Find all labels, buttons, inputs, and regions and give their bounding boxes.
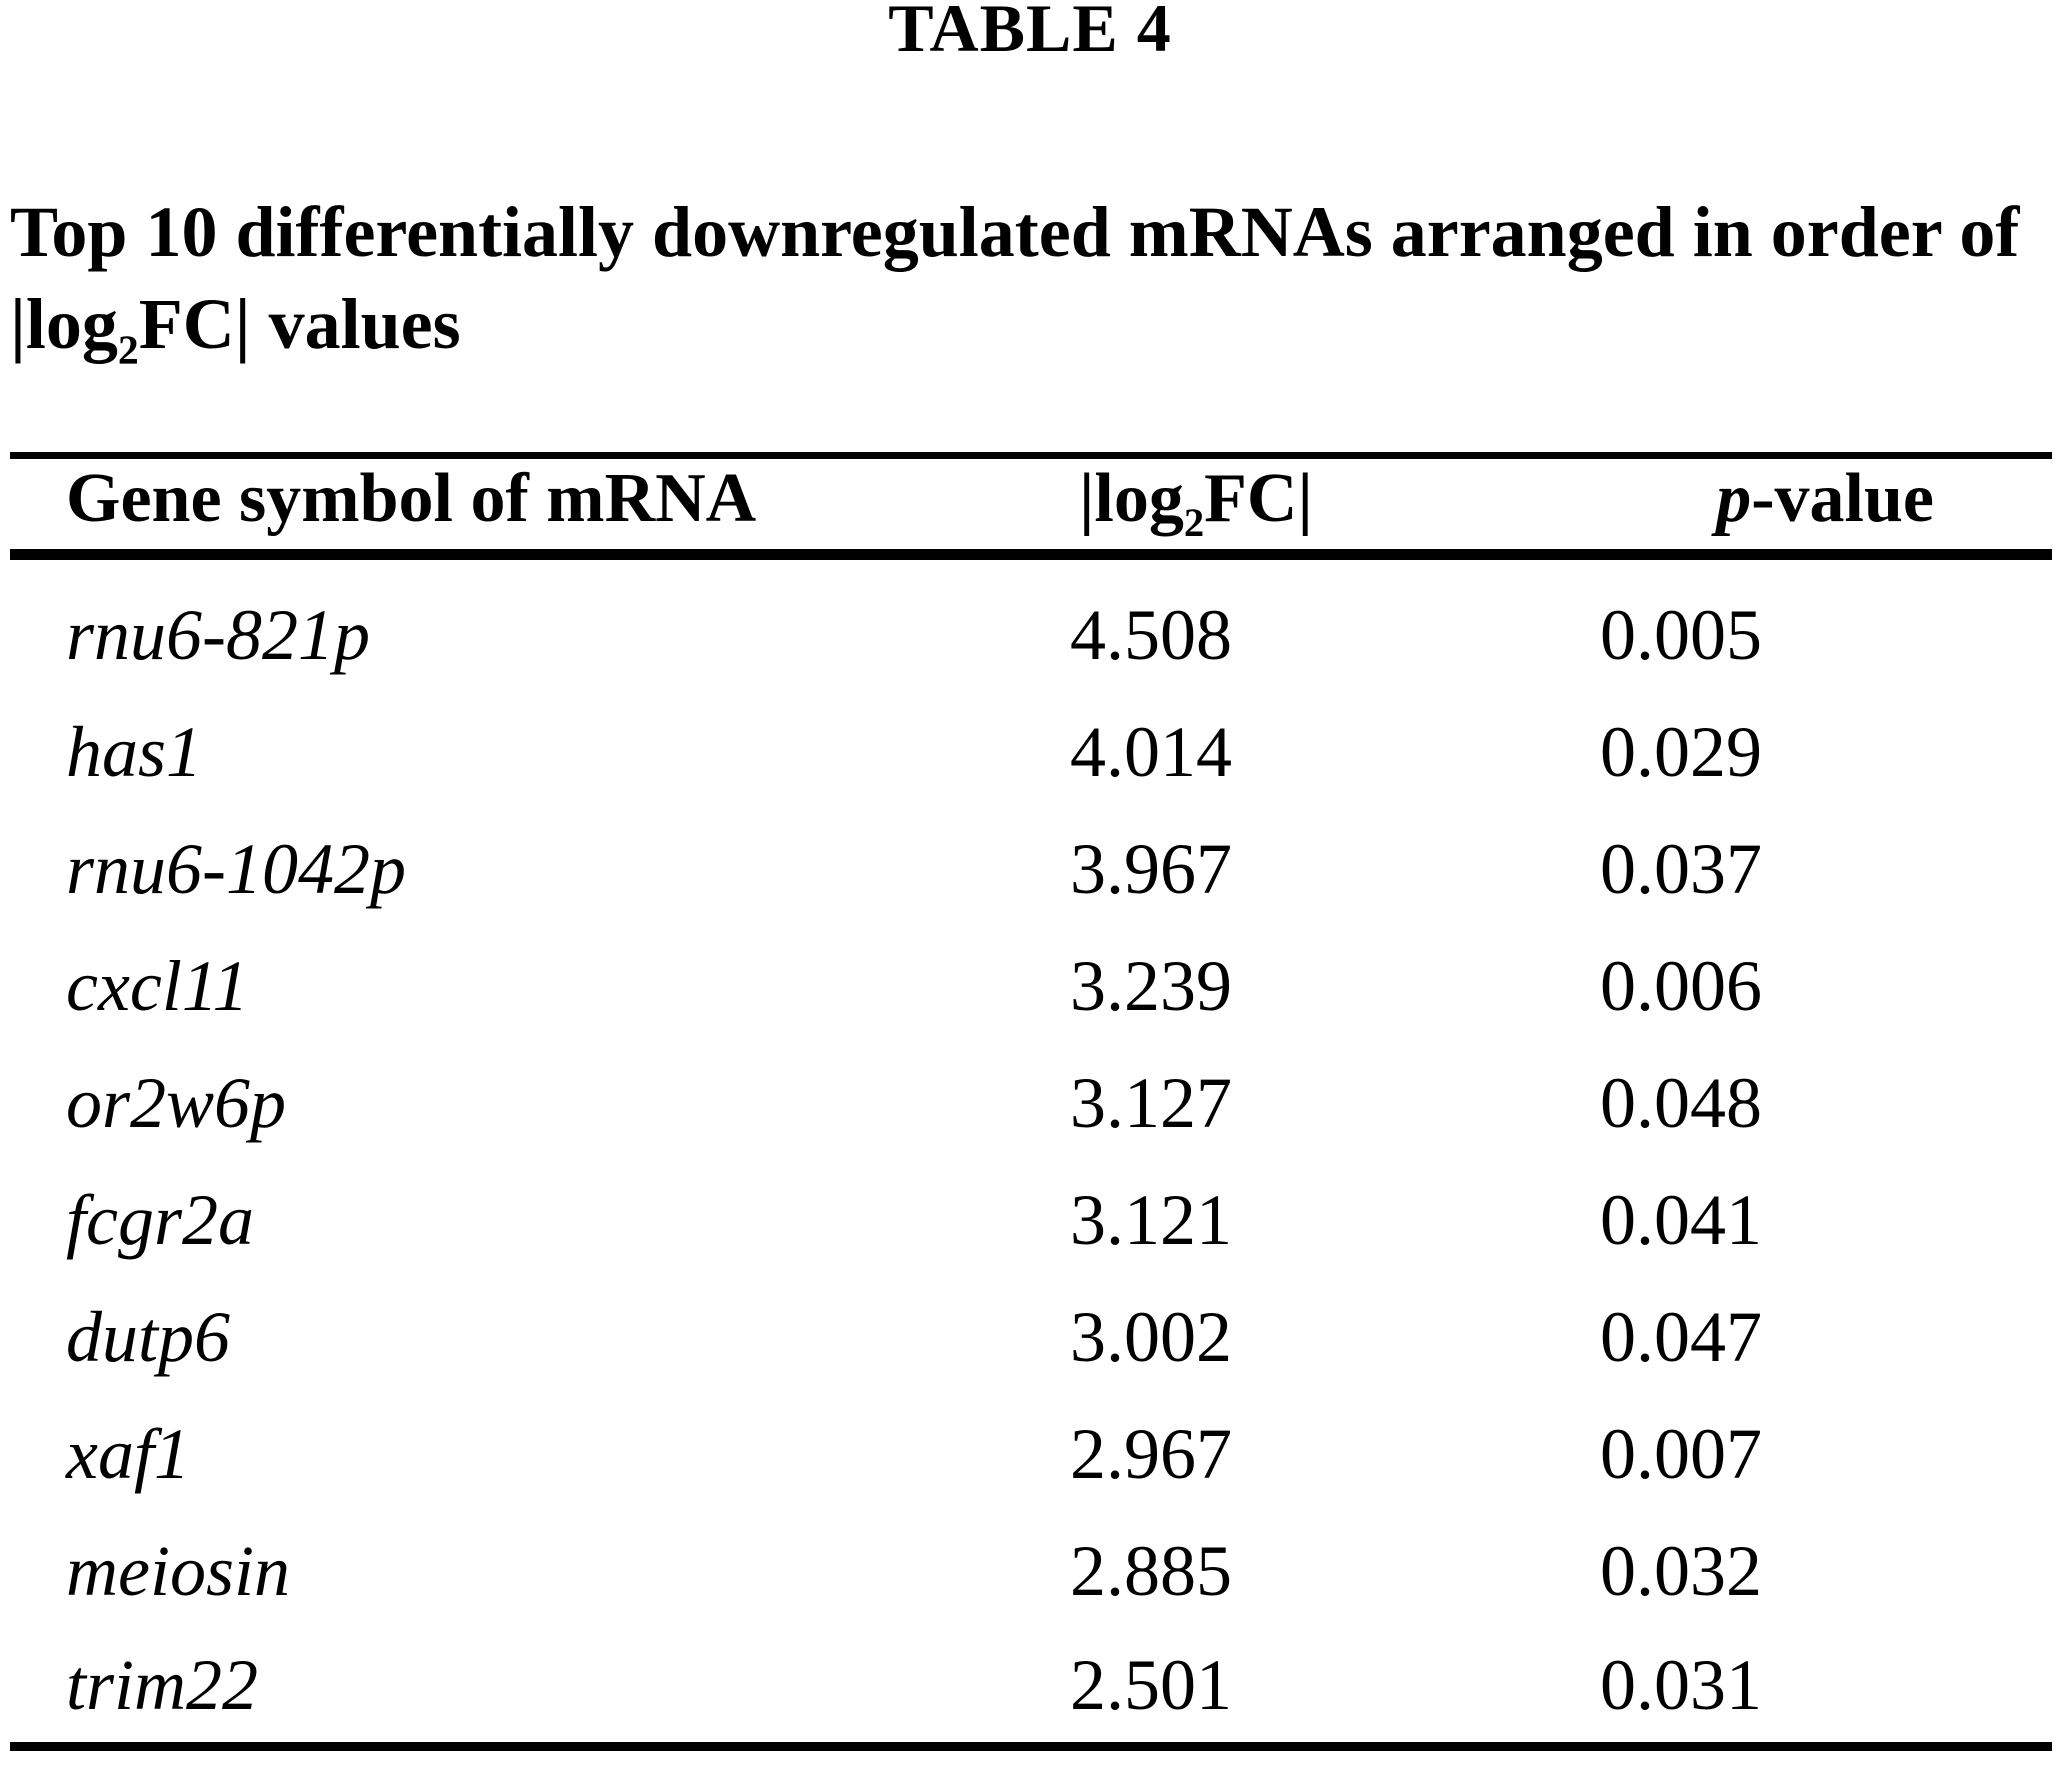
log2fc-cell: 4.014 — [1070, 711, 1232, 792]
table-row: or2w6p 3.127 0.048 — [10, 1045, 2052, 1162]
table-row: xaf1 2.967 0.007 — [10, 1396, 2052, 1513]
pvalue-cell: 0.037 — [1600, 828, 1762, 909]
log2fc-prefix: |log — [1079, 460, 1184, 537]
table-body: rnu6-821p 4.508 0.005 has1 4.014 0.029 r… — [10, 555, 2052, 1747]
log2fc-cell: 3.239 — [1070, 945, 1232, 1026]
gene-symbol-cell: has1 — [66, 711, 203, 792]
table-row: has1 4.014 0.029 — [10, 694, 2052, 811]
caption-line2-suffix: FC| values — [138, 284, 461, 364]
table-row: rnu6-1042p 3.967 0.037 — [10, 811, 2052, 928]
table-header: Gene symbol of mRNA |log2FC| p-value — [10, 455, 2052, 560]
gene-symbol-cell: cxcl11 — [66, 945, 249, 1026]
table-row: fcgr2a 3.121 0.041 — [10, 1162, 2052, 1279]
column-header-pvalue: p-value — [1600, 455, 2052, 560]
table-row: dutp6 3.002 0.047 — [10, 1279, 2052, 1396]
table-caption: Top 10 differentially downregulated mRNA… — [10, 186, 2050, 374]
pvalue-p-italic: p — [1716, 460, 1752, 537]
column-header-gene-symbol: Gene symbol of mRNA — [10, 455, 1070, 560]
gene-symbol-cell: fcgr2a — [66, 1179, 254, 1260]
log2fc-cell: 2.967 — [1070, 1413, 1232, 1494]
log2fc-cell: 4.508 — [1070, 594, 1232, 675]
gene-symbol-cell: dutp6 — [66, 1296, 231, 1377]
pvalue-cell: 0.005 — [1600, 594, 1762, 675]
log2fc-cell: 3.121 — [1070, 1179, 1232, 1260]
pvalue-rest: -value — [1751, 460, 1934, 537]
gene-symbol-cell: or2w6p — [66, 1062, 287, 1143]
column-header-log2fc: |log2FC| — [1070, 455, 1600, 560]
log2fc-subscript: 2 — [1183, 500, 1205, 545]
log2fc-cell: 3.002 — [1070, 1296, 1232, 1377]
pvalue-cell: 0.041 — [1600, 1179, 1762, 1260]
spacer-row — [10, 555, 2052, 577]
pvalue-cell: 0.048 — [1600, 1062, 1762, 1143]
pvalue-cell: 0.032 — [1600, 1530, 1762, 1611]
pvalue-cell: 0.031 — [1600, 1645, 1762, 1726]
caption-log2fc-prefix: |log — [10, 284, 118, 364]
table-label: TABLE 4 — [888, 0, 1172, 66]
caption-line1: Top 10 differentially downregulated mRNA… — [10, 192, 2020, 272]
log2fc-cell: 2.885 — [1070, 1530, 1232, 1611]
table-row: meiosin 2.885 0.032 — [10, 1513, 2052, 1630]
header-row: Gene symbol of mRNA |log2FC| p-value — [10, 455, 2052, 560]
pvalue-cell: 0.047 — [1600, 1296, 1762, 1377]
log2fc-cell: 3.967 — [1070, 828, 1232, 909]
table-row: rnu6-821p 4.508 0.005 — [10, 577, 2052, 694]
pvalue-cell: 0.029 — [1600, 711, 1762, 792]
gene-symbol-cell: trim22 — [66, 1645, 259, 1726]
log2fc-suffix: FC| — [1204, 460, 1313, 537]
gene-symbol-cell: rnu6-1042p — [66, 828, 406, 909]
pvalue-cell: 0.007 — [1600, 1413, 1762, 1494]
pvalue-cell: 0.006 — [1600, 945, 1762, 1026]
log2fc-cell: 2.501 — [1070, 1645, 1232, 1726]
gene-symbol-cell: rnu6-821p — [66, 594, 370, 675]
table-row: trim22 2.501 0.031 — [10, 1630, 2052, 1747]
caption-log2fc-subscript: 2 — [117, 327, 139, 374]
table-row: cxcl11 3.239 0.006 — [10, 928, 2052, 1045]
log2fc-cell: 3.127 — [1070, 1062, 1232, 1143]
gene-symbol-cell: meiosin — [66, 1530, 290, 1611]
mrna-table: Gene symbol of mRNA |log2FC| p-value rnu… — [10, 452, 2052, 1751]
gene-symbol-cell: xaf1 — [66, 1413, 190, 1494]
